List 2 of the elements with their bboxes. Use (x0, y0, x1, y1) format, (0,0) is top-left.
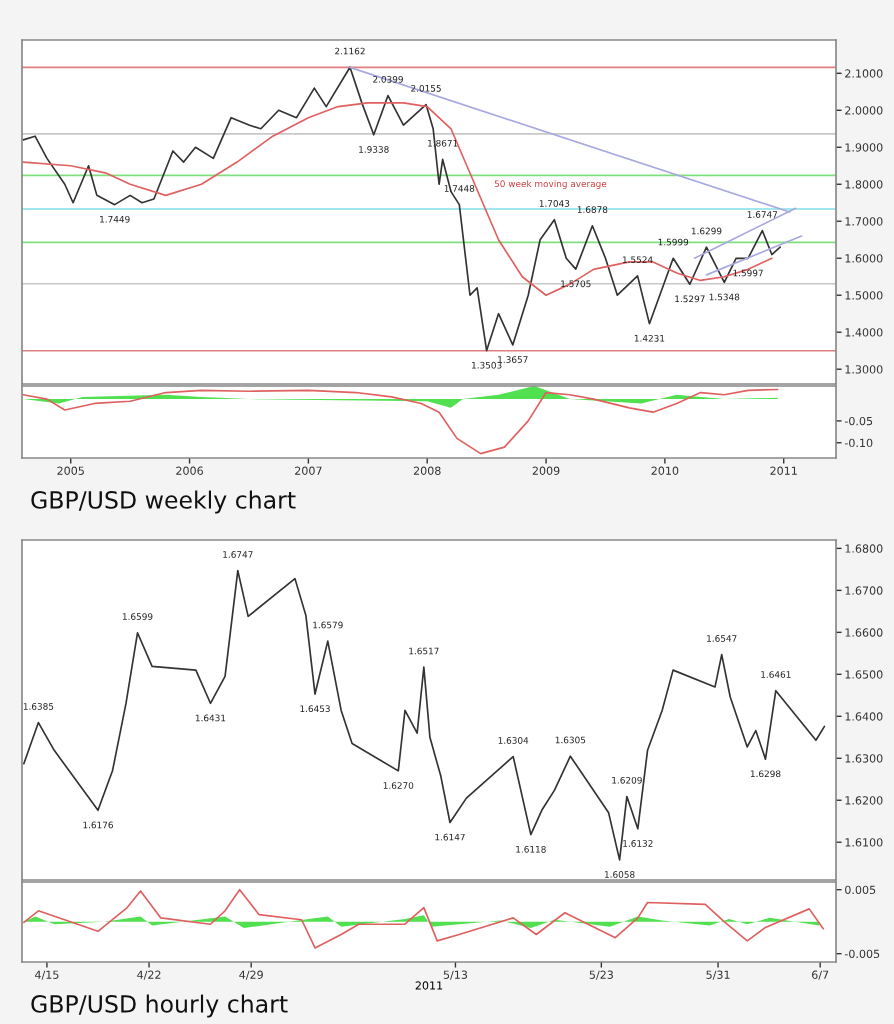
text: GBP/USD weekly chart (31, 490, 296, 514)
text: GBP/USD hourly chart (31, 994, 288, 1018)
